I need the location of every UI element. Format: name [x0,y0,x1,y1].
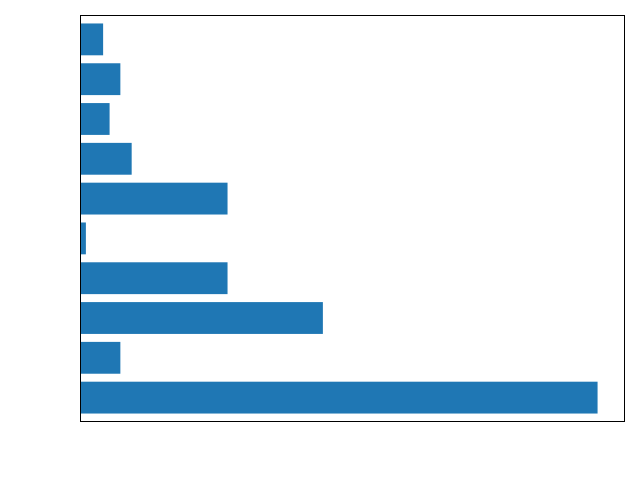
bar-2 [80,302,323,334]
bar-3 [80,262,228,295]
bar-0 [80,381,598,414]
bar-7 [80,103,110,135]
plot-frame [80,15,625,422]
bar-6 [80,142,132,175]
bar-8 [80,63,121,96]
bar-1 [80,341,121,374]
bar-group [80,23,598,414]
bar-9 [80,23,104,56]
bar-5 [80,182,228,215]
bar-4 [80,222,86,255]
